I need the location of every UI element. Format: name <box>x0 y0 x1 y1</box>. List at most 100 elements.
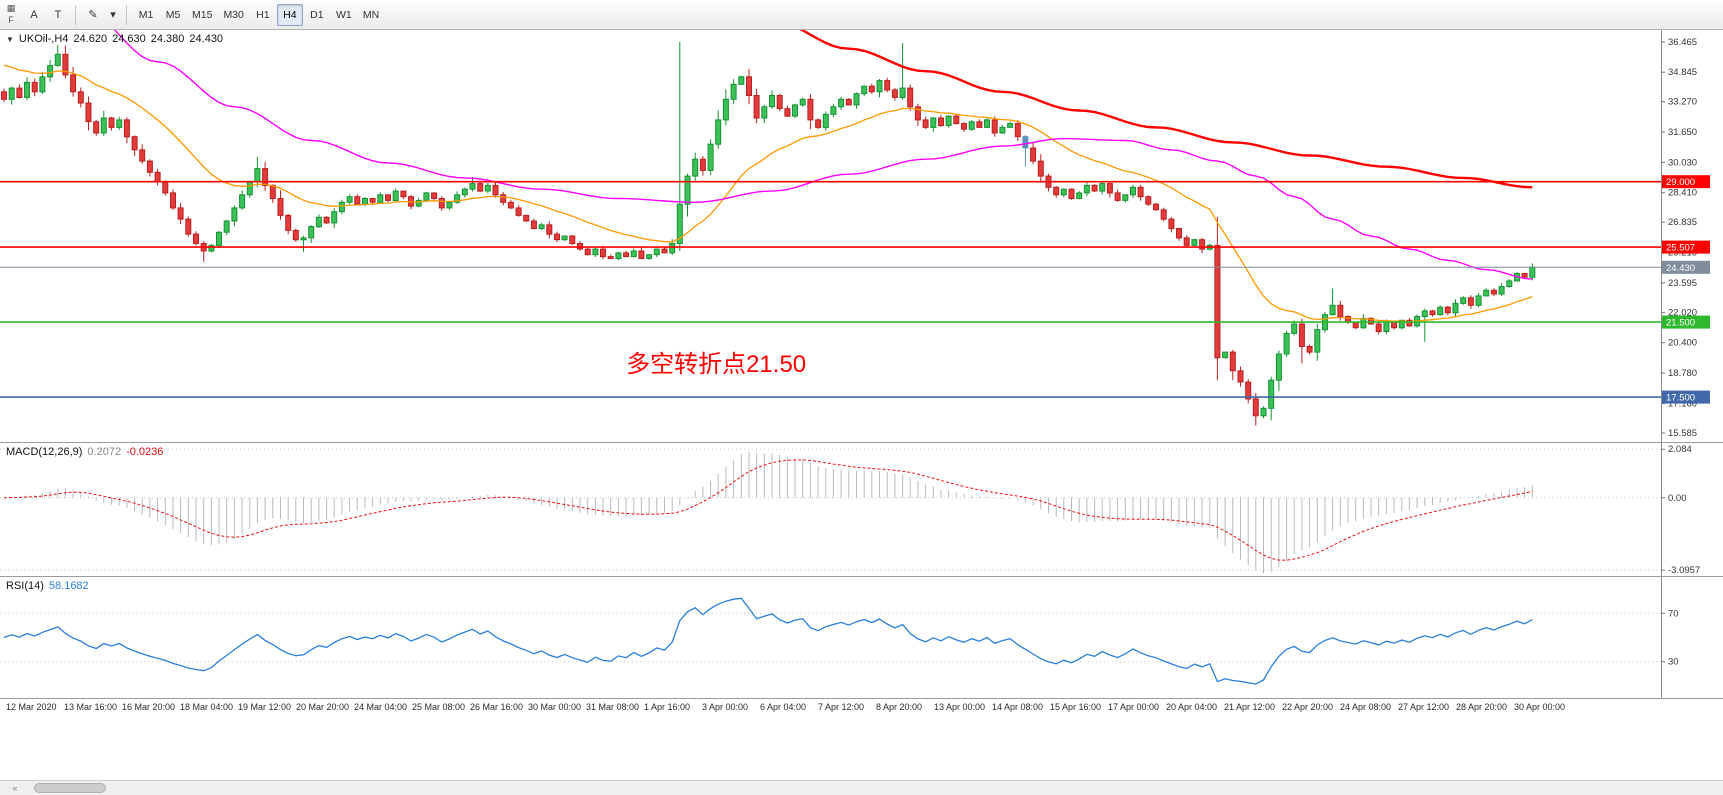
price-tick-label: 36.465 <box>1668 37 1697 48</box>
price-tag-label: 21.500 <box>1666 318 1695 329</box>
price-tick-label: 15.585 <box>1668 428 1697 439</box>
time-axis-label: 7 Apr 12:00 <box>818 702 865 712</box>
macd-tick-label: 2.084 <box>1668 444 1692 455</box>
text-tool-button[interactable]: T <box>47 4 69 26</box>
price-tag-24.430 <box>1662 260 1710 274</box>
chart-annotation-text[interactable]: 多空转折点21.50 <box>626 351 807 378</box>
timeframe-button-m15[interactable]: M15 <box>187 4 217 26</box>
draw-tool-button[interactable]: ✎ <box>82 4 104 26</box>
timeframe-button-w1[interactable]: W1 <box>331 4 357 26</box>
timeframe-button-h4[interactable]: H4 <box>276 3 303 26</box>
price-tick-label: 26.835 <box>1668 217 1697 228</box>
ma-fast-line[interactable] <box>3 64 1533 323</box>
time-axis-label: 18 Mar 04:00 <box>180 702 234 712</box>
toolbar-separator <box>126 4 127 25</box>
price-tick-label: 28.410 <box>1668 188 1697 199</box>
annotate-tool-button[interactable]: A <box>23 4 45 26</box>
ma-slow-line[interactable] <box>4 30 1533 280</box>
macd-axis[interactable]: 2.084 0.00 -3.0957 <box>1661 443 1700 576</box>
timeframe-button-mn[interactable]: MN <box>358 4 384 26</box>
time-axis-label: 27 Apr 12:00 <box>1398 702 1450 712</box>
rsi-tick-label: 30 <box>1668 657 1679 668</box>
level-lines[interactable] <box>0 180 1661 398</box>
descending-trendline[interactable] <box>772 30 1533 189</box>
time-axis-label: 3 Apr 00:00 <box>702 702 749 712</box>
price-tick-label: 34.845 <box>1668 67 1697 78</box>
rsi-tick-label: 70 <box>1668 608 1679 619</box>
symbol-dropdown-icon[interactable]: ▼ <box>6 34 14 44</box>
time-axis-label: 25 Mar 08:00 <box>412 702 466 712</box>
draw-dropdown-caret-icon[interactable]: ▾ <box>106 4 120 26</box>
price-tag-label: 17.500 <box>1666 393 1695 404</box>
time-axis-label: 1 Apr 16:00 <box>644 702 691 712</box>
time-axis-label: 13 Mar 16:00 <box>64 702 118 712</box>
bottom-filler <box>0 716 1723 780</box>
rsi-panel: 70 30 RSI(14) 58.1682 <box>0 576 1723 698</box>
macd-tick-label: 0.00 <box>1668 493 1687 504</box>
price-tag-17.500 <box>1662 390 1710 404</box>
timeframe-button-d1[interactable]: D1 <box>304 4 330 26</box>
time-axis-label: 16 Mar 20:00 <box>122 702 176 712</box>
time-axis-label: 30 Apr 00:00 <box>1514 702 1566 712</box>
time-axis-label: 6 Apr 04:00 <box>760 702 807 712</box>
time-axis-label: 20 Apr 04:00 <box>1166 702 1218 712</box>
main-chart-canvas[interactable]: 36.465 34.845 33.270 31.650 30.030 28.410 26.8… <box>0 30 1723 442</box>
time-axis-label: 19 Mar 12:00 <box>238 702 292 712</box>
time-axis-label: 24 Mar 04:00 <box>354 702 408 712</box>
price-tick-label: 17.160 <box>1668 398 1697 409</box>
toolbar-left-stack: ▦ F <box>3 3 19 27</box>
macd-signal-line[interactable] <box>3 459 1533 561</box>
timeframe-button-m30[interactable]: M30 <box>218 4 248 26</box>
scrollbar-thumb[interactable] <box>34 783 106 793</box>
time-axis-label: 14 Apr 08:00 <box>992 702 1044 712</box>
price-tag-label: 29.000 <box>1666 177 1695 188</box>
scroll-left-button[interactable]: « <box>12 783 18 793</box>
macd-histogram[interactable] <box>4 452 1533 574</box>
time-axis-label: 20 Mar 20:00 <box>296 702 350 712</box>
timeframe-group: M1 M5 M15 M30 H1 H4 D1 W1 MN <box>133 3 384 26</box>
time-axis-label: 28 Apr 20:00 <box>1456 702 1508 712</box>
time-axis-label: 21 Apr 12:00 <box>1224 702 1276 712</box>
main-chart-panel: 36.465 34.845 33.270 31.650 30.030 28.410 26.8… <box>0 30 1723 442</box>
time-axis-label: 8 Apr 20:00 <box>876 702 923 712</box>
timeframe-button-m5[interactable]: M5 <box>160 4 186 26</box>
rsi-axis[interactable]: 70 30 <box>1661 577 1679 698</box>
price-tick-label: 18.780 <box>1668 368 1697 379</box>
time-axis-label: 26 Mar 16:00 <box>470 702 524 712</box>
rsi-line[interactable] <box>3 597 1533 685</box>
toolbar-separator <box>75 4 76 25</box>
price-tag-25.507 <box>1662 240 1710 254</box>
horizontal-scrollbar[interactable]: « <box>0 780 1723 795</box>
timeframe-button-h1[interactable]: H1 <box>250 4 276 26</box>
price-tag-label: 25.507 <box>1666 243 1695 254</box>
time-axis-label: 13 Apr 00:00 <box>934 702 986 712</box>
price-tag-29.000 <box>1662 175 1710 189</box>
time-axis-label: 24 Apr 08:00 <box>1340 702 1392 712</box>
price-axis[interactable]: 36.465 34.845 33.270 31.650 30.030 28.410 26.8… <box>1661 30 1710 442</box>
price-tick-label: 20.400 <box>1668 338 1697 349</box>
price-tick-label: 30.030 <box>1668 157 1697 168</box>
macd-panel: 2.084 0.00 -3.0957 MACD(12,26,9) 0.2072 -0… <box>0 442 1723 576</box>
chart-window-icon[interactable]: ▦ <box>6 3 16 13</box>
time-axis-label: 15 Apr 16:00 <box>1050 702 1102 712</box>
time-axis[interactable]: 12 Mar 2020 13 Mar 16:00 16 Mar 20:00 18 Ma… <box>0 698 1723 716</box>
time-axis-label: 30 Mar 00:00 <box>528 702 582 712</box>
toolbar: ▦ F A T ✎ ▾ M1 M5 M15 M30 H1 H4 D1 W1 MN <box>0 0 1723 30</box>
time-axis-label: 31 Mar 08:00 <box>586 702 640 712</box>
time-axis-label: 22 Apr 20:00 <box>1282 702 1334 712</box>
candles[interactable] <box>1 42 1536 426</box>
timeframe-button-m1[interactable]: M1 <box>133 4 159 26</box>
price-tick-label: 31.650 <box>1668 127 1697 138</box>
time-axis-label: 17 Apr 00:00 <box>1108 702 1160 712</box>
price-tag-21.500 <box>1662 315 1710 329</box>
price-tag-label: 24.430 <box>1666 263 1695 274</box>
price-tick-label: 22.020 <box>1668 307 1697 318</box>
price-tick-label: 33.270 <box>1668 97 1697 108</box>
rsi-canvas[interactable]: 70 30 <box>0 577 1723 698</box>
f-key-label: F <box>8 15 14 25</box>
macd-canvas[interactable]: 2.084 0.00 -3.0957 <box>0 443 1723 576</box>
price-tick-label: 23.595 <box>1668 278 1697 289</box>
macd-tick-label: -3.0957 <box>1668 565 1700 576</box>
time-axis-label: 12 Mar 2020 <box>6 702 57 712</box>
